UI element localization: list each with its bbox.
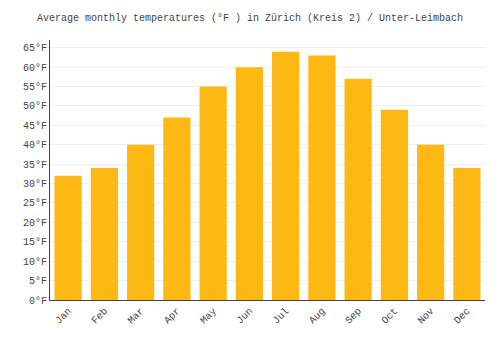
- svg-text:Sep: Sep: [343, 306, 364, 327]
- svg-text:Aug: Aug: [307, 306, 328, 327]
- svg-text:50°F: 50°F: [23, 101, 47, 112]
- svg-text:Average monthly temperatures (: Average monthly temperatures (°F ) in Zü…: [37, 13, 463, 24]
- svg-text:35°F: 35°F: [23, 160, 47, 171]
- svg-text:Jan: Jan: [53, 306, 74, 327]
- svg-text:Feb: Feb: [90, 306, 111, 327]
- svg-text:30°F: 30°F: [23, 179, 47, 190]
- svg-text:Oct: Oct: [380, 306, 401, 327]
- svg-text:25°F: 25°F: [23, 198, 47, 209]
- svg-text:60°F: 60°F: [23, 63, 47, 74]
- svg-text:Jul: Jul: [271, 306, 292, 327]
- svg-text:45°F: 45°F: [23, 121, 47, 132]
- svg-text:10°F: 10°F: [23, 257, 47, 268]
- svg-text:Nov: Nov: [416, 306, 437, 327]
- svg-text:Jun: Jun: [235, 306, 256, 327]
- svg-text:5°F: 5°F: [29, 276, 47, 287]
- svg-text:Mar: Mar: [126, 306, 147, 327]
- svg-text:65°F: 65°F: [23, 43, 47, 54]
- svg-text:May: May: [198, 306, 219, 327]
- svg-text:55°F: 55°F: [23, 82, 47, 93]
- svg-text:Apr: Apr: [162, 306, 183, 327]
- svg-text:0°F: 0°F: [29, 296, 47, 307]
- svg-text:15°F: 15°F: [23, 237, 47, 248]
- svg-text:20°F: 20°F: [23, 218, 47, 229]
- svg-text:Dec: Dec: [452, 306, 473, 327]
- svg-text:40°F: 40°F: [23, 140, 47, 151]
